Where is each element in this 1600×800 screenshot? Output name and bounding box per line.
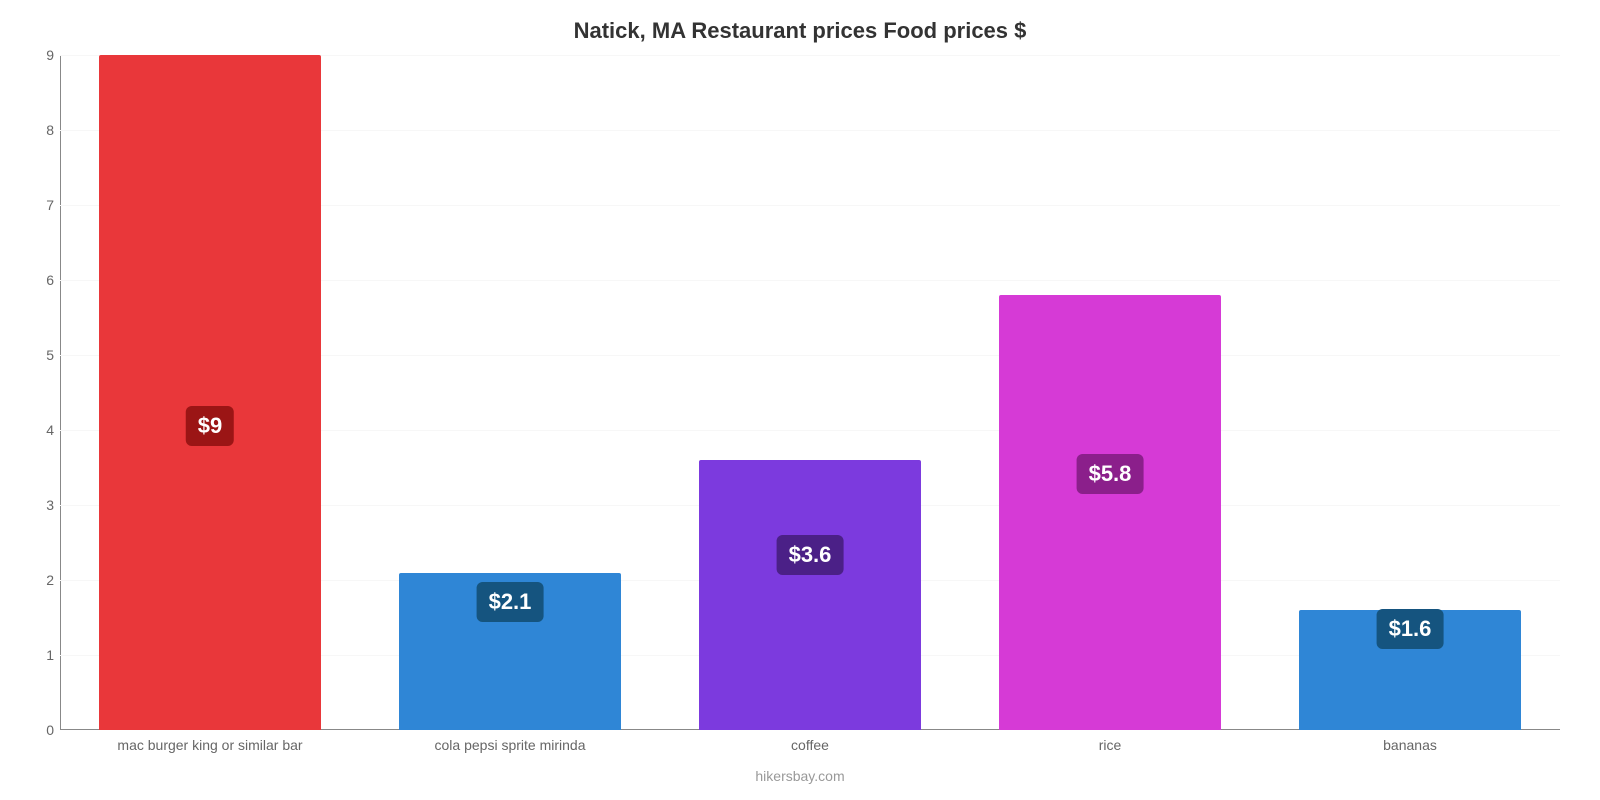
y-tick-label: 2 bbox=[14, 572, 54, 588]
x-tick-label: cola pepsi sprite mirinda bbox=[435, 737, 586, 753]
x-tick-label: bananas bbox=[1383, 737, 1437, 753]
bar-value-label: $2.1 bbox=[477, 582, 544, 622]
chart-plot-area: 0123456789$9mac burger king or similar b… bbox=[60, 55, 1560, 730]
x-tick-label: rice bbox=[1099, 737, 1122, 753]
y-tick-label: 1 bbox=[14, 647, 54, 663]
y-tick-label: 5 bbox=[14, 347, 54, 363]
y-tick-label: 8 bbox=[14, 122, 54, 138]
bar-value-label: $5.8 bbox=[1077, 454, 1144, 494]
bar bbox=[999, 295, 1221, 730]
bar-value-label: $9 bbox=[186, 406, 234, 446]
x-tick-label: mac burger king or similar bar bbox=[117, 737, 302, 753]
chart-footer: hikersbay.com bbox=[0, 768, 1600, 784]
y-tick-label: 0 bbox=[14, 722, 54, 738]
bar-value-label: $3.6 bbox=[777, 535, 844, 575]
y-tick-label: 7 bbox=[14, 197, 54, 213]
bar bbox=[99, 55, 321, 730]
y-tick-label: 9 bbox=[14, 47, 54, 63]
y-tick-label: 3 bbox=[14, 497, 54, 513]
bar-value-label: $1.6 bbox=[1377, 609, 1444, 649]
y-tick-label: 4 bbox=[14, 422, 54, 438]
chart-title: Natick, MA Restaurant prices Food prices… bbox=[0, 0, 1600, 44]
y-tick-label: 6 bbox=[14, 272, 54, 288]
x-tick-label: coffee bbox=[791, 737, 829, 753]
bar bbox=[699, 460, 921, 730]
